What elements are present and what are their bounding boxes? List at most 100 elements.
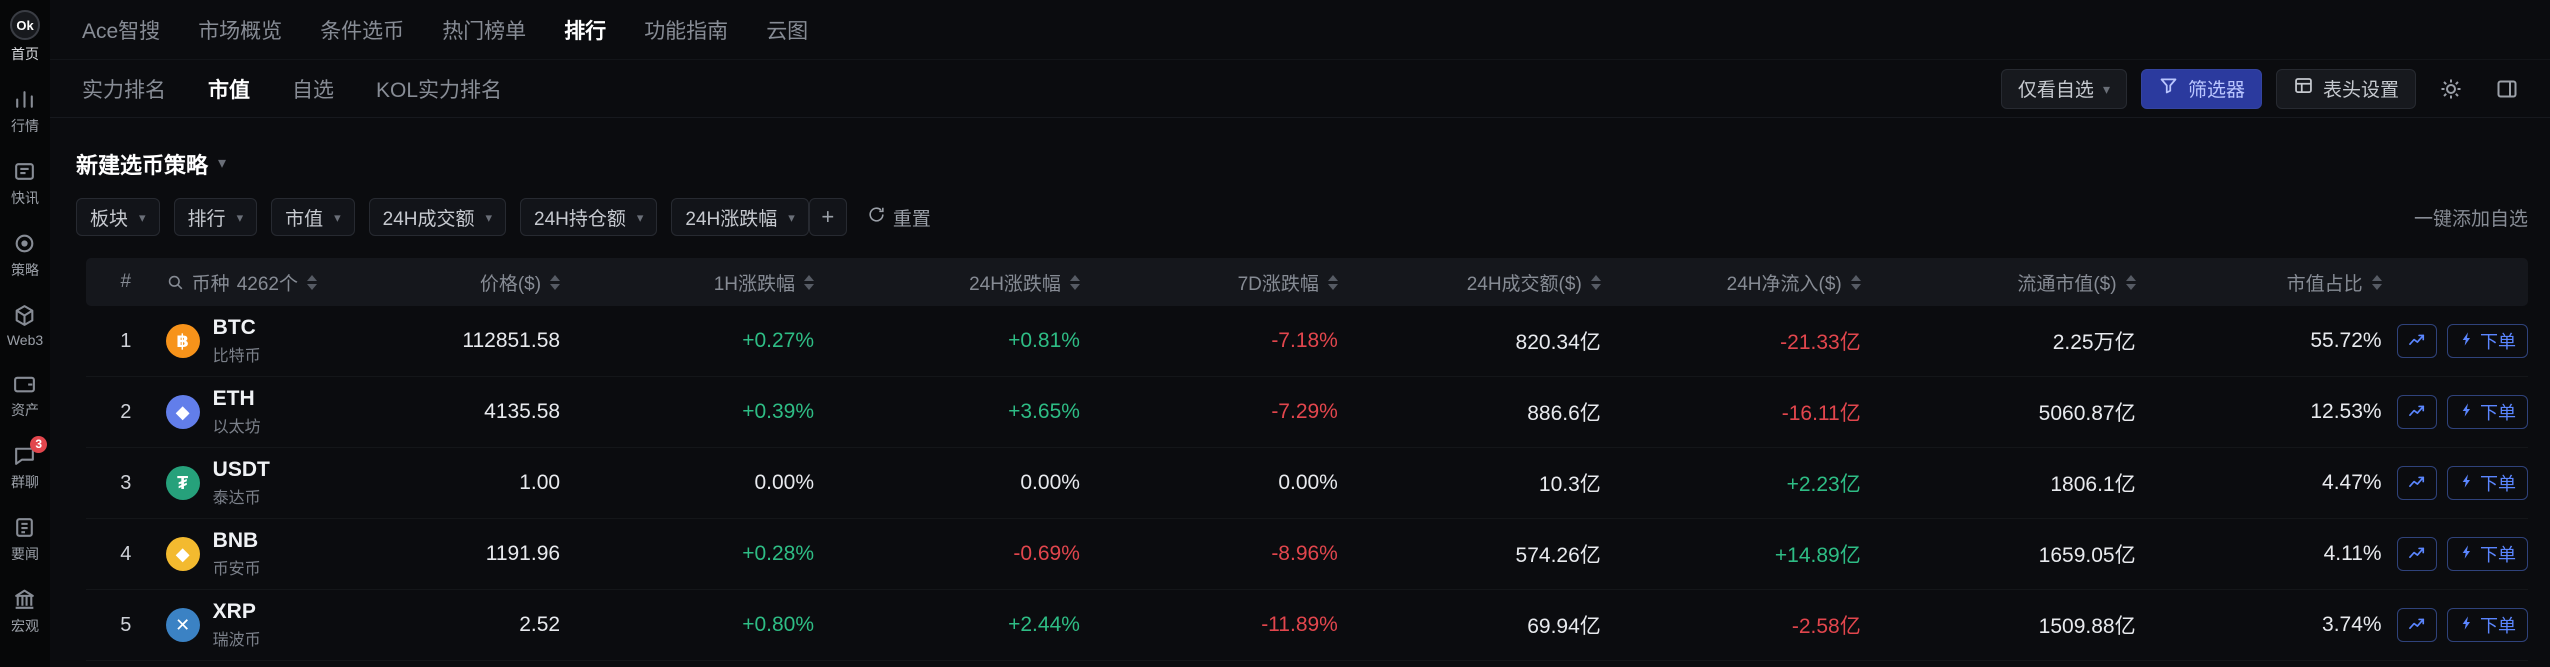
filter-chip-open-interest-24h[interactable]: 24H持仓额 ▾	[520, 198, 658, 236]
order-button[interactable]: 下单	[2447, 395, 2528, 429]
kline-chart-button[interactable]	[2397, 608, 2437, 642]
web3-icon	[12, 303, 37, 328]
sidebar-item-label: 要闻	[10, 546, 39, 562]
sidebar-item-macro[interactable]: 宏观	[7, 587, 43, 636]
sidebar-item-headlines[interactable]: 要闻	[7, 515, 43, 564]
filter-chip-change-24h[interactable]: 24H涨跌幅 ▾	[671, 198, 809, 236]
col-header-market_cap[interactable]: 流通市值($)	[1861, 269, 2136, 296]
net-inflow-24h-cell: +2.23亿	[1786, 473, 1861, 496]
coin-symbol: USDT	[212, 457, 270, 481]
chevron-down-icon: ▾	[636, 209, 644, 225]
kline-chart-button[interactable]	[2397, 395, 2437, 429]
col-header-dominance[interactable]: 市值占比	[2136, 269, 2382, 296]
market-cap-cell: 2.25万亿	[2052, 331, 2136, 354]
nav-item-feature-guide[interactable]: 功能指南	[644, 19, 729, 43]
coin-logo-icon: ◆	[165, 395, 200, 429]
col-header-price[interactable]: 价格($)	[365, 269, 561, 296]
table-row[interactable]: 3 ₮ USDT 泰达币 1.00 0.00% 0.00% 0.00% 10.3…	[86, 448, 2528, 519]
coin-name: 币安币	[212, 561, 261, 579]
actions-cell: 下单	[2382, 466, 2528, 500]
tab-kol-strength-ranking[interactable]: KOL实力排名	[376, 78, 503, 102]
kline-chart-button[interactable]	[2397, 324, 2437, 358]
add-filter-button[interactable]: +	[808, 198, 847, 236]
tab-strength-ranking[interactable]: 实力排名	[82, 78, 166, 102]
filter-chip-label: 24H成交额	[382, 208, 475, 230]
kline-chart-button[interactable]	[2397, 537, 2437, 571]
col-header-net_inflow[interactable]: 24H净流入($)	[1601, 269, 1861, 296]
layout-panel-icon[interactable]	[2486, 69, 2528, 109]
col-header-change_24h[interactable]: 24H涨跌幅	[814, 269, 1080, 296]
sort-arrows-icon	[2125, 274, 2136, 290]
col-header-volume[interactable]: 24H成交额($)	[1338, 269, 1601, 296]
nav-item-coin-screener[interactable]: 条件选币	[320, 19, 405, 43]
filter-chip-volume-24h[interactable]: 24H成交额 ▾	[368, 198, 507, 236]
col-header-change_7d[interactable]: 7D涨跌幅	[1080, 269, 1338, 296]
change-7d-cell: 0.00%	[1278, 471, 1338, 494]
sidebar-item-chat[interactable]: 3 群聊	[7, 436, 48, 492]
col-header-change_1h[interactable]: 1H涨跌幅	[560, 269, 815, 296]
col-header-label: 币种	[191, 273, 230, 295]
filter-button-label: 筛选器	[2187, 80, 2245, 101]
filter-chip-sector[interactable]: 板块 ▾	[76, 198, 160, 236]
reset-filters-button[interactable]: 重置	[867, 204, 931, 231]
col-header-label: 24H涨跌幅	[969, 273, 1061, 295]
coin-cell: ◆ BNB 币安币	[165, 529, 365, 579]
add-all-to-watchlist-link[interactable]: 一键添加自选	[2413, 208, 2528, 230]
nav-item-ranking[interactable]: 排行	[564, 19, 607, 43]
order-button[interactable]: 下单	[2447, 608, 2528, 642]
table-body: 1 ฿ BTC 比特币 112851.58 +0.27% +0.81% -7.1…	[86, 306, 2528, 661]
nav-item-market-overview[interactable]: 市场概览	[198, 19, 283, 43]
filter-chip-label: 排行	[187, 208, 226, 230]
filter-button[interactable]: 筛选器	[2140, 68, 2262, 109]
sidebar-item-home[interactable]: Ok 首页	[10, 10, 40, 64]
order-button[interactable]: 下单	[2447, 466, 2528, 500]
gear-icon[interactable]	[2430, 69, 2472, 109]
sort-arrows-icon	[1850, 274, 1861, 290]
order-button[interactable]: 下单	[2447, 537, 2528, 571]
nav-item-cloud-map[interactable]: 云图	[766, 19, 809, 43]
change-1h-cell: +0.27%	[742, 329, 815, 352]
tab-market-cap[interactable]: 市值	[208, 78, 250, 102]
sort-arrows-icon	[306, 274, 317, 290]
nav-item-hot-lists[interactable]: 热门榜单	[442, 19, 527, 43]
kline-chart-button[interactable]	[2397, 466, 2437, 500]
sidebar-item-assets[interactable]: 资产	[7, 371, 43, 420]
table-row[interactable]: 5 ✕ XRP 瑞波币 2.52 +0.80% +2.44% -11.89% 6…	[86, 590, 2528, 661]
filter-row: 板块 ▾ 排行 ▾ 市值 ▾ 24H成交额 ▾ 24H持仓额 ▾ 24H涨跌幅 …	[76, 198, 2528, 236]
coin-name: 泰达币	[212, 490, 261, 508]
filter-chip-label: 24H持仓额	[534, 208, 626, 230]
sidebar-item-news[interactable]: 快讯	[7, 159, 43, 208]
change-7d-cell: -7.29%	[1271, 400, 1338, 423]
kline-icon	[2407, 472, 2427, 495]
table-row[interactable]: 4 ◆ BNB 币安币 1191.96 +0.28% -0.69% -8.96%…	[86, 519, 2528, 590]
search-icon[interactable]	[166, 273, 185, 292]
actions-cell: 下单	[2382, 395, 2528, 429]
price-cell: 4135.58	[484, 400, 561, 423]
change-7d-cell: -11.89%	[1261, 613, 1338, 636]
tab-watchlist[interactable]: 自选	[292, 78, 334, 102]
kline-icon	[2407, 401, 2427, 424]
coin-symbol: BTC	[212, 315, 256, 339]
rank-cell: 1	[120, 329, 132, 352]
change-1h-cell: +0.80%	[742, 613, 815, 636]
table-row[interactable]: 2 ◆ ETH 以太坊 4135.58 +0.39% +3.65% -7.29%…	[86, 377, 2528, 448]
nav-item-ace-search[interactable]: Ace智搜	[82, 19, 161, 43]
filter-chip-ranking[interactable]: 排行 ▾	[173, 198, 258, 236]
filter-chip-market-cap[interactable]: 市值 ▾	[271, 198, 355, 236]
new-strategy-dropdown[interactable]: 新建选币策略 ▾	[76, 142, 2528, 186]
table-row[interactable]: 1 ฿ BTC 比特币 112851.58 +0.27% +0.81% -7.1…	[86, 306, 2528, 377]
coin-symbol: ETH	[212, 386, 255, 410]
watchlist-only-button[interactable]: 仅看自选 ▾	[2000, 68, 2127, 109]
dominance-cell: 3.74%	[2322, 613, 2382, 636]
headlines-icon	[12, 515, 37, 540]
sidebar-item-market[interactable]: 行情	[7, 87, 43, 136]
order-button[interactable]: 下单	[2447, 324, 2528, 358]
col-header-coin[interactable]: 币种 4262个	[166, 269, 365, 296]
rank-cell: 2	[120, 400, 132, 423]
header-settings-button[interactable]: 表头设置	[2275, 68, 2416, 109]
table-header-row: # 币种 4262个 价格($) 1H涨跌幅 24H涨跌幅 7D涨跌幅 24H成交额($) 24…	[86, 258, 2528, 306]
sidebar-item-web3[interactable]: Web3	[7, 303, 43, 348]
sidebar-item-strategy[interactable]: 策略	[7, 231, 43, 280]
change-7d-cell: -8.96%	[1271, 542, 1338, 565]
filter-chip-label: 市值	[285, 208, 324, 230]
